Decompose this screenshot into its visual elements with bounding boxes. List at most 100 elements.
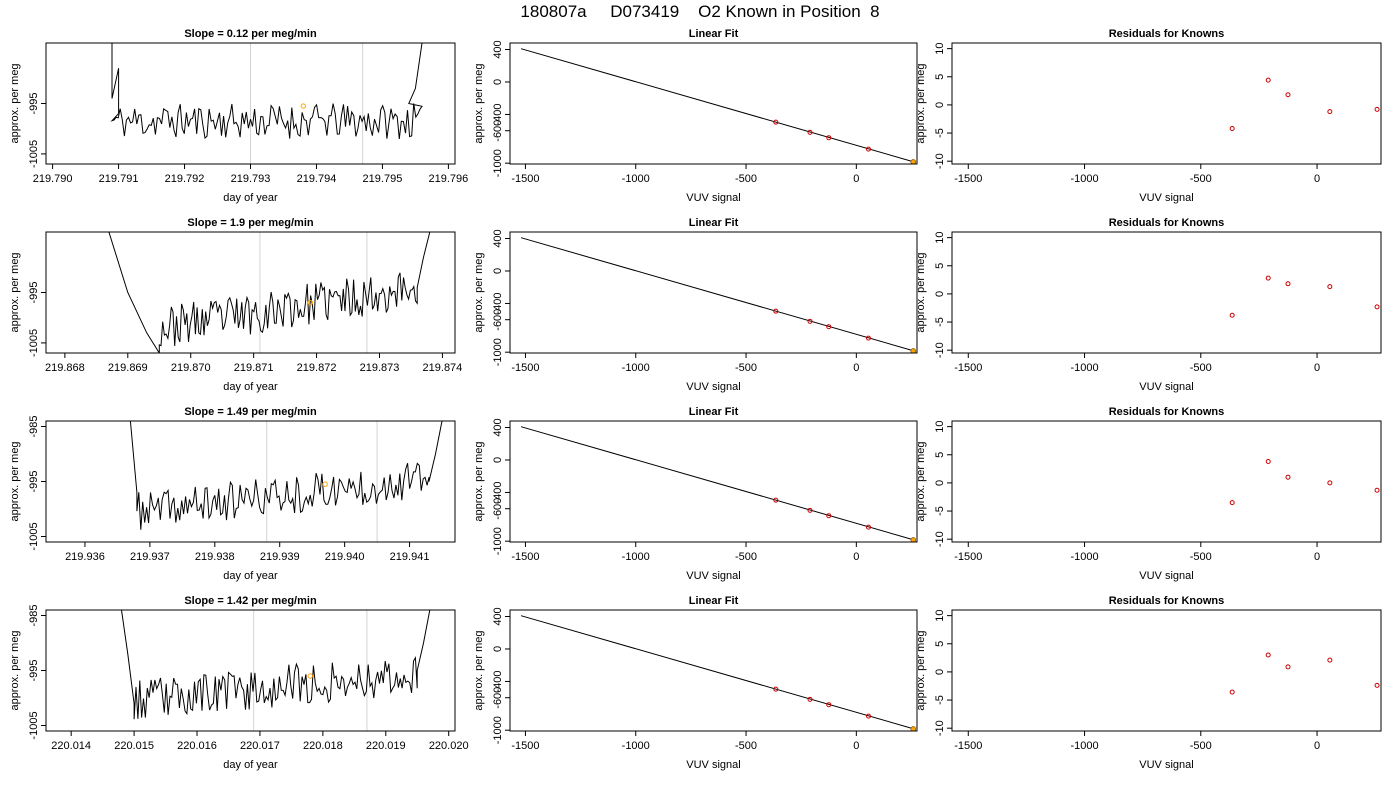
y-axis-label: approx. per meg (9, 441, 21, 521)
x-tick-label: 219.941 (390, 551, 430, 563)
y-tick-label: -995 (28, 470, 40, 492)
x-tick-label: 219.872 (297, 362, 337, 374)
y-tick-label: 10 (934, 610, 946, 622)
y-tick-label: -1000 (492, 338, 504, 366)
known-point (826, 135, 832, 141)
residual-point (1327, 284, 1333, 290)
residual-point (1285, 664, 1291, 670)
x-tick-label: -1000 (1070, 362, 1098, 374)
y-tick-label: 0 (934, 102, 946, 108)
residual-point (1265, 652, 1271, 658)
y-tick-label: -10 (934, 720, 946, 736)
x-tick-label: -500 (1190, 551, 1212, 563)
y-tick-label: -995 (28, 281, 40, 303)
y-tick-label: -5 (934, 317, 946, 327)
x-axis-label: VUV signal (1139, 192, 1193, 204)
plot-area (520, 615, 917, 731)
x-tick-label: 219.871 (234, 362, 274, 374)
y-tick-label: 400 (492, 418, 504, 436)
x-tick-label: -500 (735, 740, 757, 752)
x-tick-label: 0 (853, 362, 859, 374)
x-tick-label: 219.869 (108, 362, 148, 374)
y-axis-label: approx. per meg (915, 252, 927, 332)
plot-frame (45, 231, 456, 354)
plot-area (1229, 652, 1380, 695)
residual-point (1265, 275, 1271, 281)
x-tick-label: 219.940 (325, 551, 365, 563)
fit-line (520, 426, 916, 541)
x-axis-label: VUV signal (686, 759, 740, 771)
x-axis-label: day of year (223, 759, 278, 771)
x-tick-label: -1000 (622, 551, 650, 563)
y-tick-label: 5 (934, 74, 946, 80)
y-axis-label: approx. per meg (473, 630, 485, 710)
y-axis-label: approx. per meg (473, 252, 485, 332)
y-tick-label: 400 (492, 40, 504, 58)
x-axis-label: VUV signal (1139, 570, 1193, 582)
sample-point (910, 537, 917, 542)
x-tick-label: 0 (853, 173, 859, 185)
x-tick-label: 219.791 (99, 173, 139, 185)
y-tick-label: -1000 (492, 716, 504, 744)
y-tick-label: 5 (934, 263, 946, 269)
y-tick-label: -1005 (28, 140, 40, 168)
residual-point (1265, 77, 1271, 83)
x-tick-label: 219.795 (363, 173, 403, 185)
residual-point (1229, 126, 1235, 132)
x-tick-label: -1000 (1070, 551, 1098, 563)
x-tick-label: 219.790 (33, 173, 73, 185)
known-point (826, 702, 832, 708)
y-axis-label: approx. per meg (9, 630, 21, 710)
panel-timeseries-1: Slope = 0.12 per meg/min 219.790 219.791 21… (9, 28, 468, 204)
x-tick-label: -500 (1190, 173, 1212, 185)
plot-frame (951, 231, 1382, 354)
known-point (773, 119, 779, 125)
y-tick-label: -995 (28, 659, 40, 681)
residual-point (1374, 487, 1380, 493)
x-tick-label: 0 (853, 740, 859, 752)
x-tick-label: 219.870 (171, 362, 211, 374)
y-tick-label: -10 (934, 531, 946, 547)
residual-point (1229, 312, 1235, 318)
sample-point (910, 159, 917, 164)
x-tick-label: 219.796 (429, 173, 469, 185)
page-title: 180807a D073419 O2 Known in Position 8 (520, 2, 880, 21)
x-tick-label: 219.873 (360, 362, 400, 374)
known-point (826, 324, 832, 330)
y-tick-label: -995 (28, 92, 40, 114)
y-axis-label: approx. per meg (473, 441, 485, 521)
y-tick-label: 10 (934, 421, 946, 433)
y-tick-label: -400 (492, 670, 504, 692)
x-axis-label: day of year (223, 192, 278, 204)
x-tick-label: -1500 (511, 173, 539, 185)
panel-residuals-4: Residuals for Knowns -1500 -1000 -500 0 -10 -5… (915, 595, 1382, 771)
x-tick-label: -500 (735, 551, 757, 563)
panel-linear-fit-4: Linear Fit -1500 -1000 -500 0 -1000 -600-400 0 4… (473, 595, 918, 771)
plot-area (1229, 275, 1380, 318)
known-point (865, 335, 871, 341)
y-tick-label: 0 (492, 646, 504, 652)
chart-title: Residuals for Knowns (1109, 217, 1225, 229)
x-tick-label: 219.868 (45, 362, 85, 374)
y-tick-label: 5 (934, 641, 946, 647)
plot-frame (951, 609, 1382, 732)
x-axis-label: day of year (223, 381, 278, 393)
mean-marker (307, 299, 313, 306)
known-point (807, 696, 813, 702)
y-tick-label: -5 (934, 506, 946, 516)
y-tick-label: -10 (934, 342, 946, 358)
y-tick-label: 10 (934, 43, 946, 55)
y-tick-label: -600 (492, 309, 504, 331)
x-tick-label: 219.939 (260, 551, 300, 563)
plot-area (129, 421, 443, 542)
residual-point (1374, 106, 1380, 112)
residual-point (1229, 500, 1235, 506)
chart-title: Linear Fit (689, 28, 739, 40)
residual-point (1374, 682, 1380, 688)
x-tick-label: -1000 (1070, 173, 1098, 185)
y-tick-label: 0 (934, 669, 946, 675)
known-point (807, 129, 813, 135)
residual-point (1327, 657, 1333, 663)
plot-frame (45, 42, 456, 165)
y-axis-label: approx. per meg (915, 630, 927, 710)
